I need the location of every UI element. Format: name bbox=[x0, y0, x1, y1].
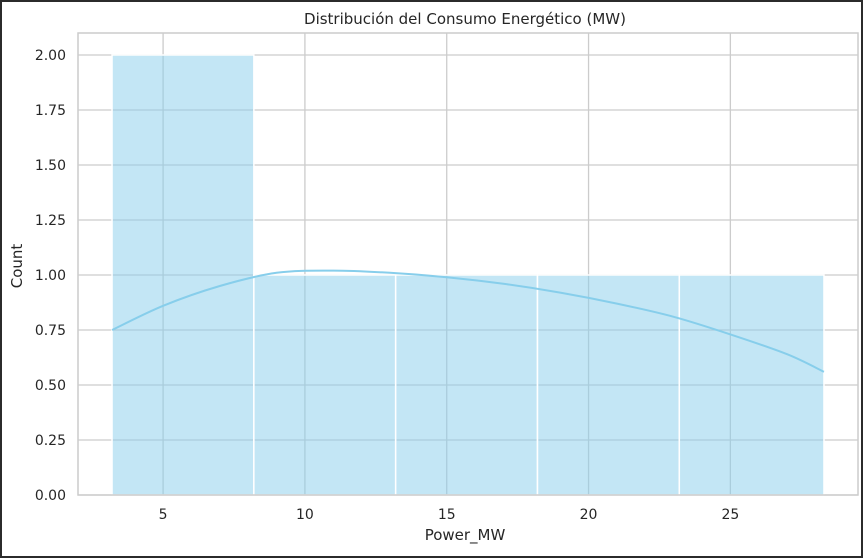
plot-frame bbox=[77, 32, 859, 496]
y-tick-label: 0.75 bbox=[35, 323, 66, 339]
x-tick-labels: 5 10 15 20 25 bbox=[159, 507, 740, 523]
x-tick-label: 10 bbox=[296, 507, 314, 523]
histogram-bar-4 bbox=[536, 274, 681, 496]
histogram-bars bbox=[111, 54, 825, 496]
kde-curve bbox=[111, 269, 825, 373]
chart-title: Distribución del Consumo Energético (MW) bbox=[304, 10, 626, 28]
y-tick-label: 0.50 bbox=[35, 378, 66, 394]
histogram-bar-2 bbox=[253, 274, 397, 496]
y-tick-labels: 0.00 0.25 0.50 0.75 1.00 1.25 1.50 1.75 2.00 bbox=[35, 48, 66, 504]
kde-line bbox=[111, 269, 825, 373]
x-tick-label: 20 bbox=[580, 507, 598, 523]
x-axis-label: Power_MW bbox=[425, 526, 506, 545]
y-tick-label: 1.25 bbox=[35, 213, 66, 229]
y-axis-label: Count bbox=[8, 244, 26, 289]
x-tick-label: 5 bbox=[159, 507, 168, 523]
y-tick-label: 2.00 bbox=[35, 48, 66, 64]
x-tick-label: 25 bbox=[721, 507, 739, 523]
histogram-bar-3 bbox=[394, 274, 539, 496]
y-tick-label: 0.25 bbox=[35, 433, 66, 449]
y-tick-label: 0.00 bbox=[35, 488, 66, 504]
y-tick-label: 1.50 bbox=[35, 158, 66, 174]
histogram-bar-1 bbox=[111, 54, 255, 496]
x-tick-label: 15 bbox=[438, 507, 456, 523]
y-tick-label: 1.00 bbox=[35, 268, 66, 284]
y-tick-label: 1.75 bbox=[35, 103, 66, 119]
histogram-bar-5 bbox=[678, 274, 825, 496]
